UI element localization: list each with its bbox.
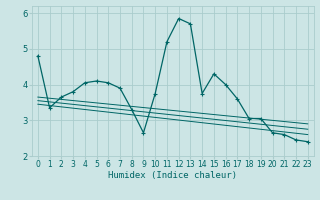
X-axis label: Humidex (Indice chaleur): Humidex (Indice chaleur) [108, 171, 237, 180]
